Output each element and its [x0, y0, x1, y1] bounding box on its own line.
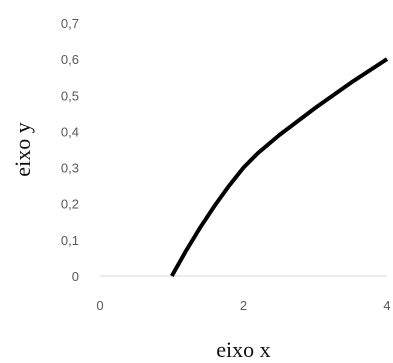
- y-tick-label: 0,1: [61, 233, 79, 248]
- x-tick-label: 2: [240, 298, 247, 313]
- y-tick-label: 0,4: [61, 124, 79, 139]
- y-tick-label: 0,5: [61, 88, 79, 103]
- y-axis-title: eixo y: [10, 122, 35, 176]
- x-tick-label: 0: [96, 298, 103, 313]
- y-tick-label: 0,6: [61, 52, 79, 67]
- x-tick-label: 4: [383, 298, 390, 313]
- y-tick-labels: 0 0,1 0,2 0,3 0,4 0,5 0,6 0,7: [61, 16, 79, 284]
- y-tick-label: 0,3: [61, 161, 79, 176]
- series-line-0: [172, 59, 387, 276]
- series-group: [172, 59, 387, 276]
- x-tick-labels: 0 2 4: [96, 298, 390, 313]
- y-tick-label: 0,7: [61, 16, 79, 31]
- y-tick-label: 0: [72, 269, 79, 284]
- x-axis-title: eixo x: [216, 337, 270, 362]
- y-tick-label: 0,2: [61, 197, 79, 212]
